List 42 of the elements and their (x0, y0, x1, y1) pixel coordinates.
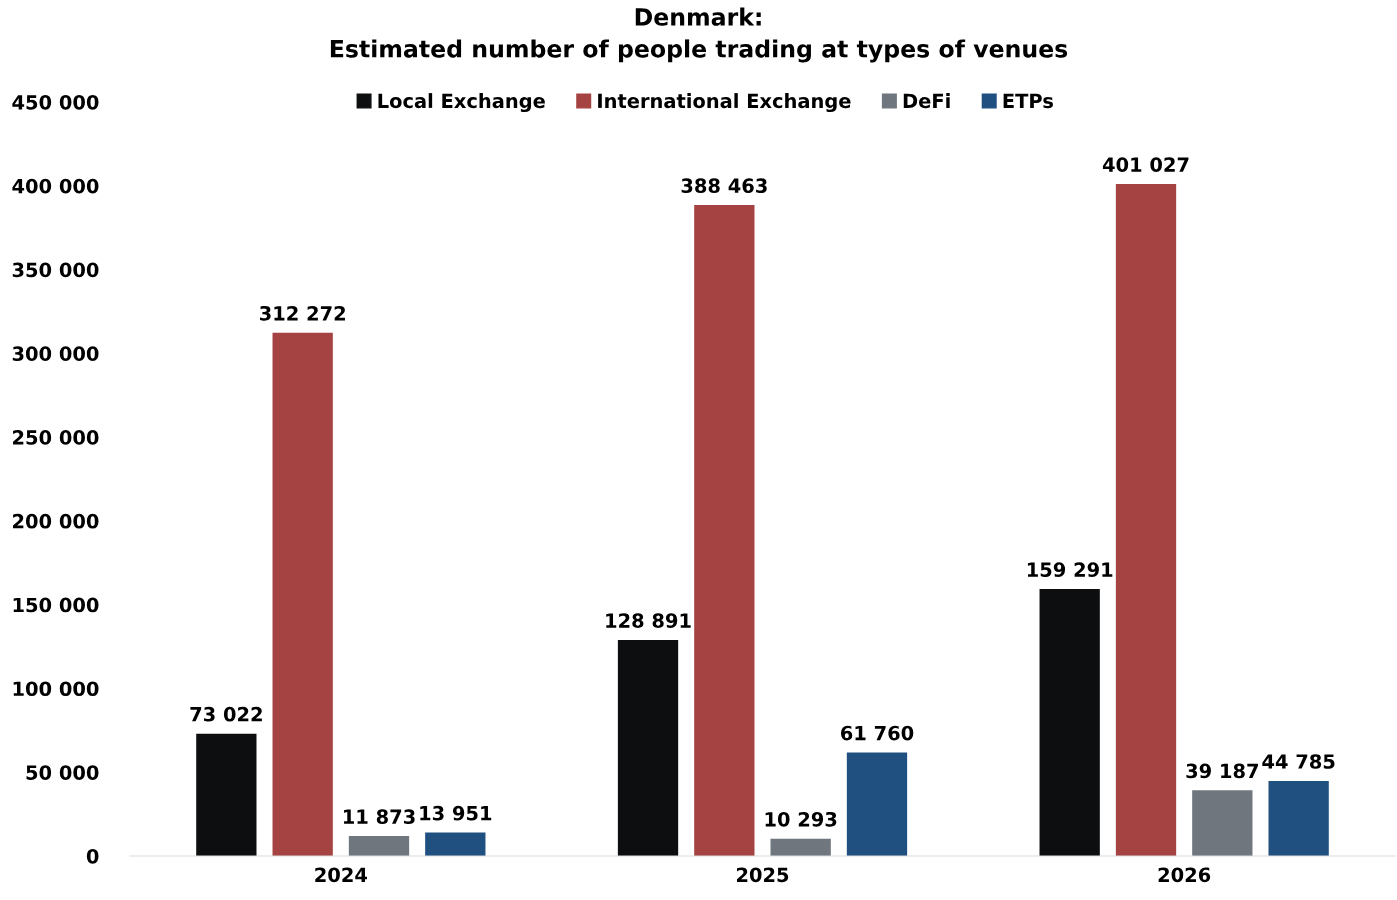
data-label: 159 291 (1027, 562, 1113, 577)
y-tick-label: 0 (86, 848, 99, 864)
y-tick-label: 450 000 (12, 94, 99, 110)
bar (1192, 790, 1253, 856)
bar (1039, 589, 1100, 856)
legend-label: ETPs (1003, 93, 1053, 109)
y-tick-label: 400 000 (12, 178, 99, 194)
bar (196, 733, 257, 856)
bar (694, 205, 755, 856)
y-tick-label: 250 000 (13, 430, 99, 445)
data-label: 401 027 (1102, 157, 1189, 172)
y-tick-label: 200 000 (13, 513, 99, 529)
data-label: 61 760 (840, 725, 914, 741)
y-tick-label: 50 000 (26, 765, 99, 780)
data-label: 44 785 (1262, 754, 1335, 769)
legend-label: International Exchange (598, 93, 851, 113)
data-label: 128 891 (606, 613, 691, 628)
x-tick-label: 2025 (736, 867, 789, 883)
bar (770, 838, 831, 856)
data-label: 73 022 (190, 706, 262, 722)
bar (617, 640, 679, 856)
data-label: 388 463 (681, 178, 767, 194)
bar (425, 832, 486, 856)
legend-label: Local Exchange (378, 93, 545, 113)
x-tick-label: 2026 (1158, 867, 1211, 883)
chart-title: Denmark: Estimated number of people trading at types of venues (330, 7, 1068, 63)
y-tick-label: 300 000 (12, 346, 99, 361)
y-tick-label: 150 000 (13, 597, 99, 613)
y-tick-label: 100 000 (13, 681, 99, 697)
bar (272, 332, 333, 856)
data-label: 39 187 (1186, 763, 1258, 779)
data-label: 312 272 (260, 305, 345, 321)
data-label: 11 873 (343, 809, 415, 825)
x-tick-label: 2024 (315, 867, 367, 883)
bar (348, 836, 410, 856)
bar (1115, 184, 1177, 856)
data-label: 10 293 (765, 811, 837, 827)
bar (846, 752, 908, 856)
bar (1268, 780, 1329, 856)
y-tick-label: 350 000 (12, 262, 99, 278)
legend-label: DeFi (903, 93, 950, 109)
data-label: 13 951 (420, 805, 492, 821)
